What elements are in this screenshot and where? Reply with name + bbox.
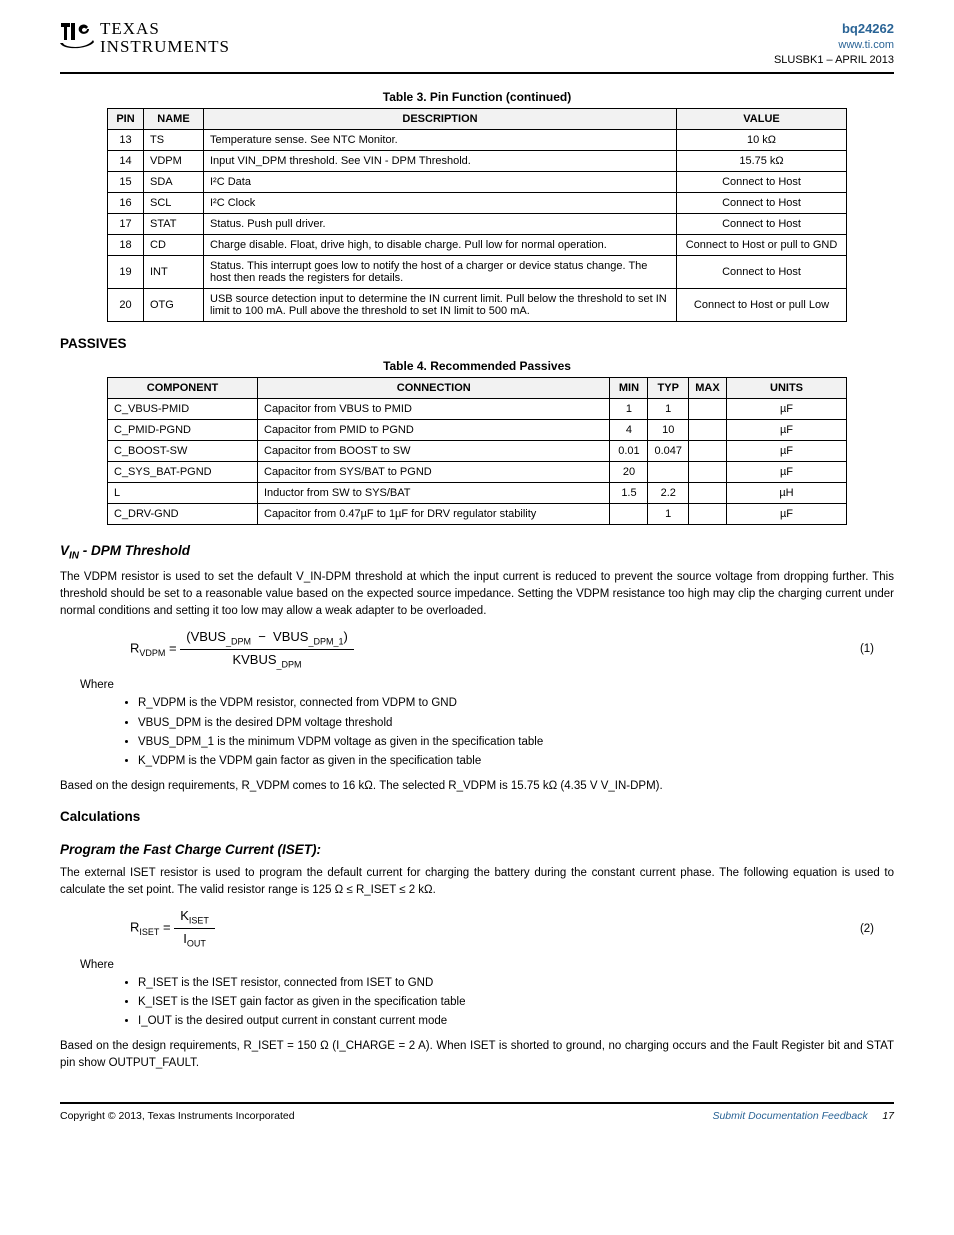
table3-caption: Table 3. Pin Function (continued) [60, 90, 894, 104]
list-item: R_VDPM is the VDPM resistor, connected f… [138, 695, 894, 712]
calculations-heading: Calculations [60, 809, 894, 824]
doc-header-right: bq24262 www.ti.com SLUSBK1 – APRIL 2013 [774, 20, 894, 68]
table-row: C_VBUS-PMIDCapacitor from VBUS to PMID11… [108, 398, 847, 419]
page-number: 17 [882, 1110, 894, 1122]
equation-2-number: (2) [860, 923, 874, 935]
vdpm-heading: VIN - DPM Threshold [60, 543, 894, 562]
where-2: Where [80, 959, 894, 971]
component-header: COMPONENT [108, 377, 258, 398]
table-row: 16SCLI²C ClockConnect to Host [108, 192, 847, 213]
doc-rev: SLUSBK1 – APRIL 2013 [774, 54, 894, 66]
table-row: C_DRV-GNDCapacitor from 0.47µF to 1µF fo… [108, 503, 847, 524]
table-row: LInductor from SW to SYS/BAT1.52.2µH [108, 482, 847, 503]
pin-function-table: PIN NAME DESCRIPTION VALUE 13TSTemperatu… [107, 108, 847, 322]
table-row: 20OTGUSB source detection input to deter… [108, 288, 847, 321]
desc-col-header: DESCRIPTION [204, 108, 677, 129]
table-row: C_SYS_BAT-PGNDCapacitor from SYS/BAT to … [108, 461, 847, 482]
table4-caption: Table 4. Recommended Passives [60, 359, 894, 373]
equation-1-number: (1) [860, 643, 874, 655]
list-item: VBUS_DPM_1 is the minimum VDPM voltage a… [138, 734, 894, 751]
feedback-link[interactable]: Submit Documentation Feedback [712, 1110, 867, 1122]
iset-bullets: R_ISET is the ISET resistor, connected f… [98, 975, 894, 1031]
iset-paragraph: The external ISET resistor is used to pr… [60, 865, 894, 898]
copyright: Copyright © 2013, Texas Instruments Inco… [60, 1110, 295, 1122]
iset-heading: Program the Fast Charge Current (ISET): [60, 842, 894, 857]
list-item: R_ISET is the ISET resistor, connected f… [138, 975, 894, 992]
table-row: C_PMID-PGNDCapacitor from PMID to PGND41… [108, 419, 847, 440]
table-row: 13TSTemperature sense. See NTC Monitor.1… [108, 129, 847, 150]
units-header: UNITS [727, 377, 847, 398]
vdpm-conclusion: Based on the design requirements, R_VDPM… [60, 778, 894, 795]
header-rule [60, 72, 894, 74]
table-row: 17STATStatus. Push pull driver.Connect t… [108, 213, 847, 234]
list-item: VBUS_DPM is the desired DPM voltage thre… [138, 715, 894, 732]
where-1: Where [80, 679, 894, 691]
table-row: C_BOOST-SWCapacitor from BOOST to SW0.01… [108, 440, 847, 461]
vdpm-bullets: R_VDPM is the VDPM resistor, connected f… [98, 695, 894, 770]
equation-1: RVDPM = (VBUS_DPM − VBUS_DPM_1) KVBUS_DP… [130, 629, 354, 669]
table-row: 15SDAI²C DataConnect to Host [108, 171, 847, 192]
logo-text-top: TEXAS [100, 20, 230, 38]
equation-2: RISET = KISET IOUT [130, 908, 215, 948]
list-item: I_OUT is the desired output current in c… [138, 1013, 894, 1030]
footer-rule [60, 1102, 894, 1104]
typ-header: TYP [648, 377, 689, 398]
table-row: 14VDPMInput VIN_DPM threshold. See VIN -… [108, 150, 847, 171]
max-header: MAX [689, 377, 727, 398]
logo-text-bottom: INSTRUMENTS [100, 38, 230, 56]
recommended-passives-table: COMPONENT CONNECTION MIN TYP MAX UNITS C… [107, 377, 847, 525]
iset-conclusion: Based on the design requirements, R_ISET… [60, 1038, 894, 1071]
connection-header: CONNECTION [258, 377, 610, 398]
name-col-header: NAME [144, 108, 204, 129]
passives-heading: PASSIVES [60, 336, 894, 351]
table-row: 19INTStatus. This interrupt goes low to … [108, 255, 847, 288]
part-number-link[interactable]: bq24262 [842, 21, 894, 36]
ti-logo: TEXAS INSTRUMENTS [60, 20, 230, 56]
list-item: K_VDPM is the VDPM gain factor as given … [138, 753, 894, 770]
value-col-header: VALUE [677, 108, 847, 129]
website-link[interactable]: www.ti.com [838, 39, 894, 51]
min-header: MIN [610, 377, 648, 398]
pin-col-header: PIN [108, 108, 144, 129]
vdpm-paragraph: The VDPM resistor is used to set the def… [60, 569, 894, 619]
list-item: K_ISET is the ISET gain factor as given … [138, 994, 894, 1011]
table-row: 18CDCharge disable. Float, drive high, t… [108, 234, 847, 255]
